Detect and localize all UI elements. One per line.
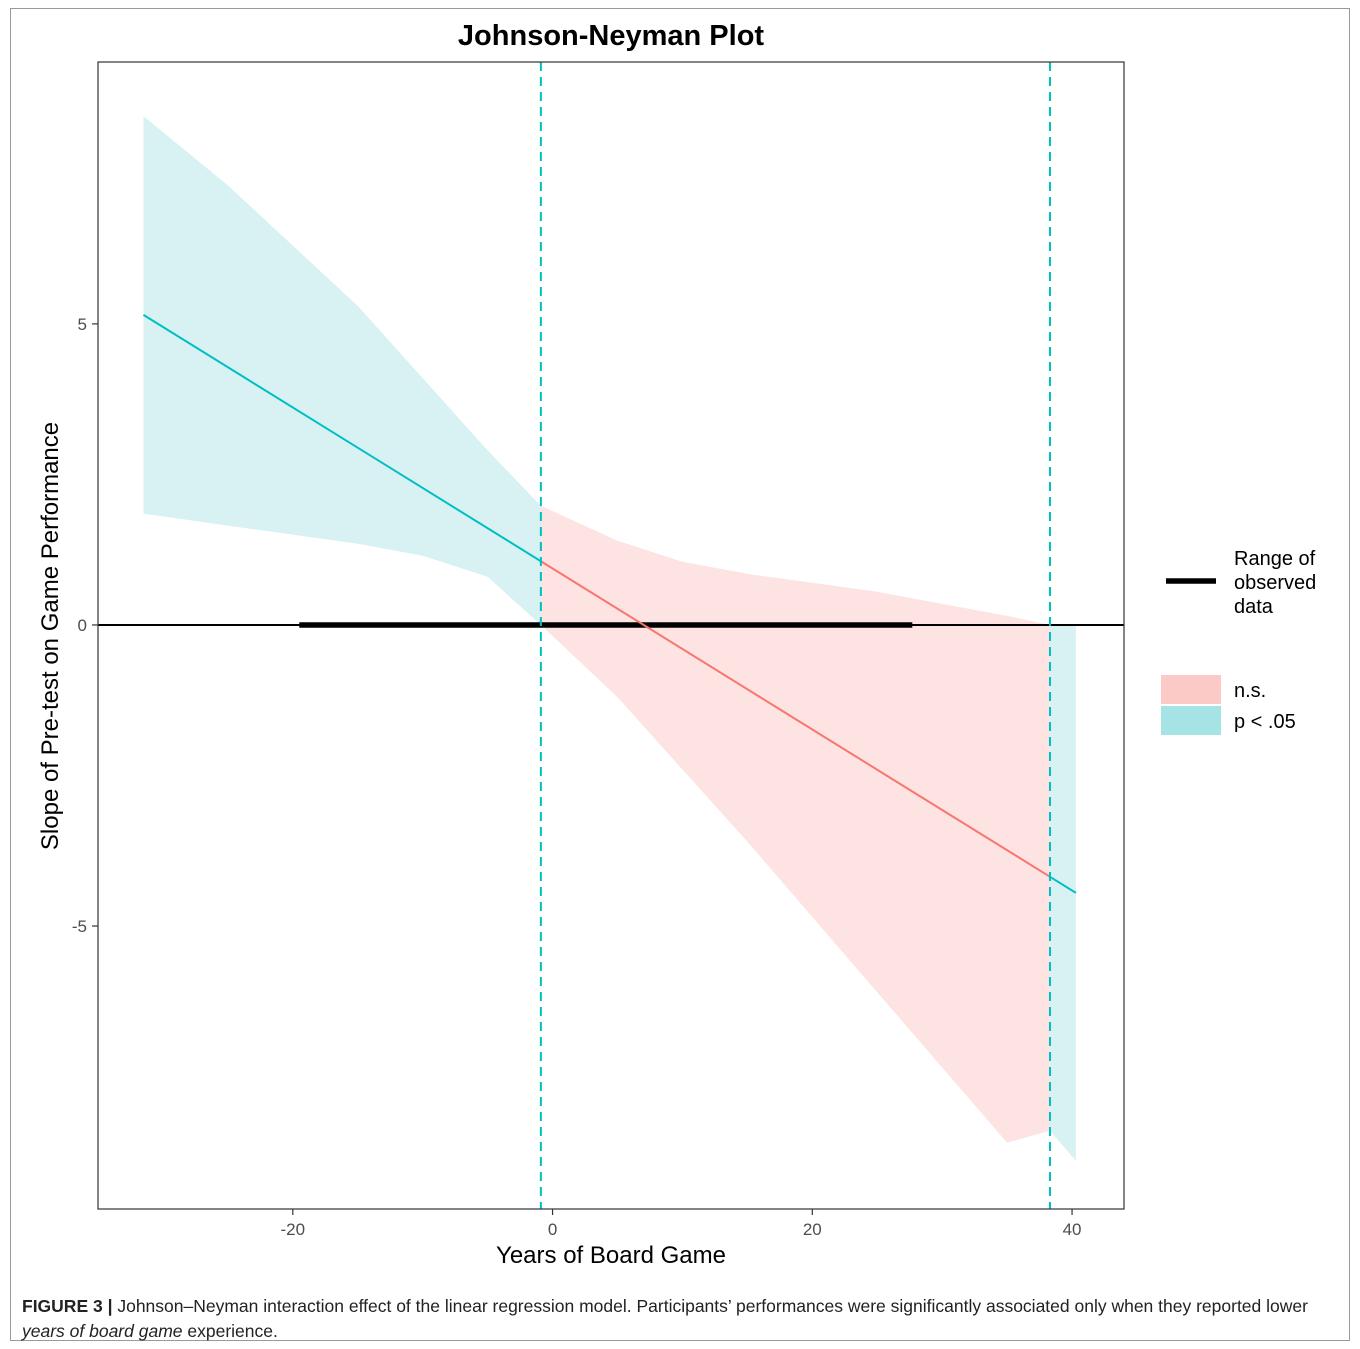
- plot-panel-border: [97, 61, 1125, 1210]
- slope-line-significant-left: [142, 314, 542, 563]
- caption-text-2: experience.: [182, 1321, 278, 1341]
- legend-item-label: n.s.: [1234, 680, 1266, 702]
- slope-line-significant-right: [1049, 875, 1077, 894]
- y-tick-label: -5: [72, 917, 87, 936]
- band-significant-right: [1050, 625, 1076, 1161]
- johnson-neyman-chart: Johnson-Neyman Plot -20 0 20 40 5 0 -5 Years o…: [37, 20, 1316, 1269]
- caption-text-1: Johnson–Neyman interaction effect of the…: [112, 1296, 1308, 1316]
- x-tick-label: 40: [1063, 1220, 1082, 1239]
- chart-title: Johnson-Neyman Plot: [458, 20, 764, 52]
- y-tick-label: 0: [78, 616, 87, 635]
- caption-italic: years of board game: [22, 1321, 183, 1341]
- legend-range-label: observed: [1234, 572, 1316, 594]
- x-axis-label: Years of Board Game: [496, 1242, 726, 1269]
- x-tick-label: 0: [548, 1220, 557, 1239]
- figure-frame: [10, 8, 1350, 1341]
- legend-key-significant: [1161, 706, 1221, 735]
- legend-range-label: Range of: [1234, 548, 1316, 570]
- legend-range-label: data: [1234, 596, 1274, 618]
- band-nonsignificant: [540, 505, 1050, 1143]
- y-tick-label: 5: [78, 315, 87, 334]
- slope-line-nonsignificant: [540, 560, 1051, 878]
- legend-item-label: p < .05: [1234, 711, 1296, 733]
- x-tick-label: 20: [803, 1220, 822, 1239]
- plot-area: -20 0 20 40 5 0 -5: [72, 61, 1125, 1239]
- y-axis-label: Slope of Pre-test on Game Performance: [37, 422, 64, 850]
- legend-key-nonsignificant: [1161, 675, 1221, 704]
- x-tick-label: -20: [281, 1220, 306, 1239]
- caption-label: FIGURE 3 |: [22, 1296, 113, 1316]
- band-significant-left: [143, 116, 541, 625]
- figure-caption: FIGURE 3 | Johnson–Neyman interaction ef…: [22, 1294, 1332, 1344]
